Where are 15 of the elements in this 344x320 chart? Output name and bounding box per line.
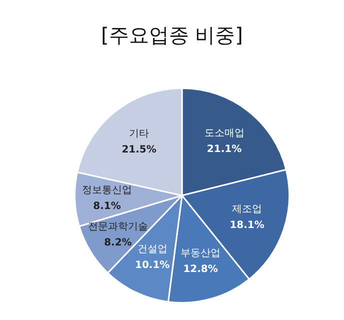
data-label: 12.8% xyxy=(183,264,218,276)
data-label: 18.1% xyxy=(230,220,264,232)
slice-label: 정보통신업 xyxy=(82,184,132,196)
data-label: 8.2% xyxy=(104,237,132,248)
data-label: 10.1% xyxy=(135,260,170,272)
data-label: 8.1% xyxy=(93,200,121,212)
chart-title: [주요업종 비중] xyxy=(100,22,244,49)
data-label: 21.1% xyxy=(206,144,242,156)
data-label: 21.5% xyxy=(122,144,156,156)
slice-label: 부동산업 xyxy=(180,248,221,260)
slice-label: 도소매업 xyxy=(204,128,244,140)
slice-label: 건설업 xyxy=(137,244,168,256)
slice-label: 전문과학기술 xyxy=(88,221,148,232)
slice-label: 제조업 xyxy=(232,204,262,216)
slice-label: 기타 xyxy=(129,128,150,140)
